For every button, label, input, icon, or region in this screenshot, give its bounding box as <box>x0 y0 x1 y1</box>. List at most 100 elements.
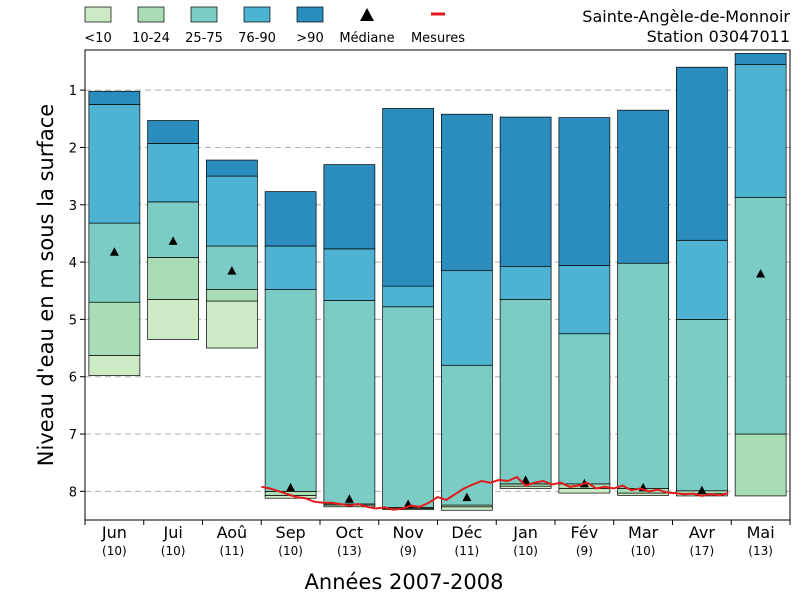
month-label: Jui <box>162 523 182 542</box>
month-label: Jan <box>512 523 538 542</box>
month-label: Déc <box>451 523 482 542</box>
median-marker <box>697 485 707 495</box>
bar-segment-25-75-Fév <box>558 333 611 485</box>
legend-median-marker <box>360 8 374 21</box>
legend: <10 10-24 25-75 76-90 >90 Médiane Mesures <box>84 6 465 46</box>
bar-segment-10-24-Jui <box>147 257 199 300</box>
bar-segment-76-90-Jan <box>499 266 552 300</box>
y-tick-label: 6 <box>69 371 77 386</box>
sample-count-label: (9) <box>400 544 417 558</box>
median-marker <box>109 247 119 256</box>
month-label: Sep <box>276 523 306 542</box>
month-label: Mar <box>628 523 659 542</box>
bar-segment-90-Fév <box>558 117 611 266</box>
month-label: Fév <box>571 523 599 542</box>
legend-label: 76-90 <box>238 31 276 46</box>
sample-count-label: (13) <box>748 544 773 558</box>
bar-segment-90-Nov <box>382 108 434 287</box>
bar-segment-10-24-Jun <box>88 301 141 356</box>
bar-segment-76-90-Mai <box>734 63 787 198</box>
median-marker <box>168 236 178 245</box>
month-label: Nov <box>393 523 424 542</box>
sample-count-label: (13) <box>337 544 362 558</box>
bar-segment-10-Jun <box>88 355 141 376</box>
sample-count-label: (17) <box>690 544 715 558</box>
bars <box>88 53 787 511</box>
bar-segment-25-75-Mai <box>734 196 787 435</box>
bar-segment-90-Mar <box>617 109 669 264</box>
median-marker <box>227 266 237 275</box>
bar-segment-90-Jui <box>147 120 199 144</box>
bar-segment-90-Jun <box>88 90 141 105</box>
legend-swatch <box>190 6 218 23</box>
month-label: Jun <box>101 523 127 542</box>
x-axis-title: Années 2007-2008 <box>305 570 504 594</box>
y-tick-label: 2 <box>69 141 77 156</box>
bar-segment-90-Jan <box>499 116 552 268</box>
bar-segment-10-Déc <box>441 506 493 511</box>
legend-swatch <box>137 6 165 23</box>
median-marker <box>756 269 766 278</box>
bar-segment-25-75-Nov <box>382 306 434 508</box>
legend-swatch <box>296 6 324 23</box>
station-name: Sainte-Angèle-de-Monnoir <box>582 7 790 26</box>
bar-segment-10-24-Mai <box>734 433 787 497</box>
bar-segment-10-Jui <box>147 298 199 340</box>
month-label: Aoû <box>217 523 248 542</box>
bar-segment-25-75-Avr <box>676 319 728 492</box>
month-label: Oct <box>336 523 364 542</box>
bar-segment-76-90-Jui <box>147 143 199 203</box>
sample-count-label: (10) <box>161 544 186 558</box>
y-tick-label: 8 <box>69 485 77 500</box>
legend-label: >90 <box>296 31 323 46</box>
y-axis-title: Niveau d'eau en m sous la surface <box>34 104 58 466</box>
month-label: Avr <box>689 523 715 542</box>
bar-segment-10-24-Aoû <box>206 289 258 302</box>
bar-segment-76-90-Jun <box>88 104 141 224</box>
y-axis: 1 2 3 4 5 6 7 8 <box>69 84 85 500</box>
bar-segment-25-75-Déc <box>441 364 493 506</box>
sample-count-label: (10) <box>102 544 127 558</box>
measures-line <box>261 475 729 511</box>
bar-segment-76-90-Oct <box>323 248 376 301</box>
median-marker <box>286 482 296 492</box>
bar-segment-90-Mai <box>734 53 787 65</box>
bar-segment-76-90-Avr <box>676 239 728 320</box>
sample-count-label: (10) <box>631 544 656 558</box>
bar-segment-90-Avr <box>676 66 728 241</box>
bar-segment-76-90-Fév <box>558 265 611 335</box>
bar-segment-90-Oct <box>323 164 376 250</box>
median-marker <box>521 475 531 484</box>
bar-segment-25-75-Mar <box>617 262 669 489</box>
bar-segment-90-Déc <box>441 113 493 272</box>
y-tick-label: 1 <box>69 84 77 99</box>
bar-segment-25-75-Jan <box>499 298 552 485</box>
station-code: Station 03047011 <box>647 27 790 46</box>
bar-segment-76-90-Nov <box>382 285 434 308</box>
sample-count-label: (11) <box>455 544 480 558</box>
sample-count-label: (10) <box>278 544 303 558</box>
y-tick-label: 7 <box>69 428 77 443</box>
bar-segment-25-75-Oct <box>323 300 376 505</box>
bar-segment-25-75-Jun <box>88 222 141 303</box>
legend-swatch <box>84 6 112 23</box>
median-marker <box>344 494 354 503</box>
y-tick-label: 5 <box>69 313 77 328</box>
bar-segment-90-Sep <box>264 191 317 247</box>
bar-segment-76-90-Déc <box>441 270 493 366</box>
sample-count-label: (9) <box>576 544 593 558</box>
legend-label: Mesures <box>411 31 465 46</box>
bar-segment-25-75-Sep <box>264 289 317 492</box>
x-axis: Jun (10) Jui (10) Aoû (11) Sep (10) Oct (13) Nov (9… <box>84 520 791 558</box>
y-tick-label: 4 <box>69 256 77 271</box>
legend-label: 25-75 <box>185 31 223 46</box>
y-tick-label: 3 <box>69 199 77 214</box>
month-label: Mai <box>747 523 775 542</box>
legend-label: <10 <box>84 31 111 46</box>
bar-segment-10-Fév <box>558 488 611 494</box>
legend-label: Médiane <box>339 31 394 46</box>
bar-segment-90-Aoû <box>206 159 258 177</box>
bar-segment-76-90-Aoû <box>206 175 258 247</box>
bar-segment-76-90-Sep <box>264 245 317 290</box>
